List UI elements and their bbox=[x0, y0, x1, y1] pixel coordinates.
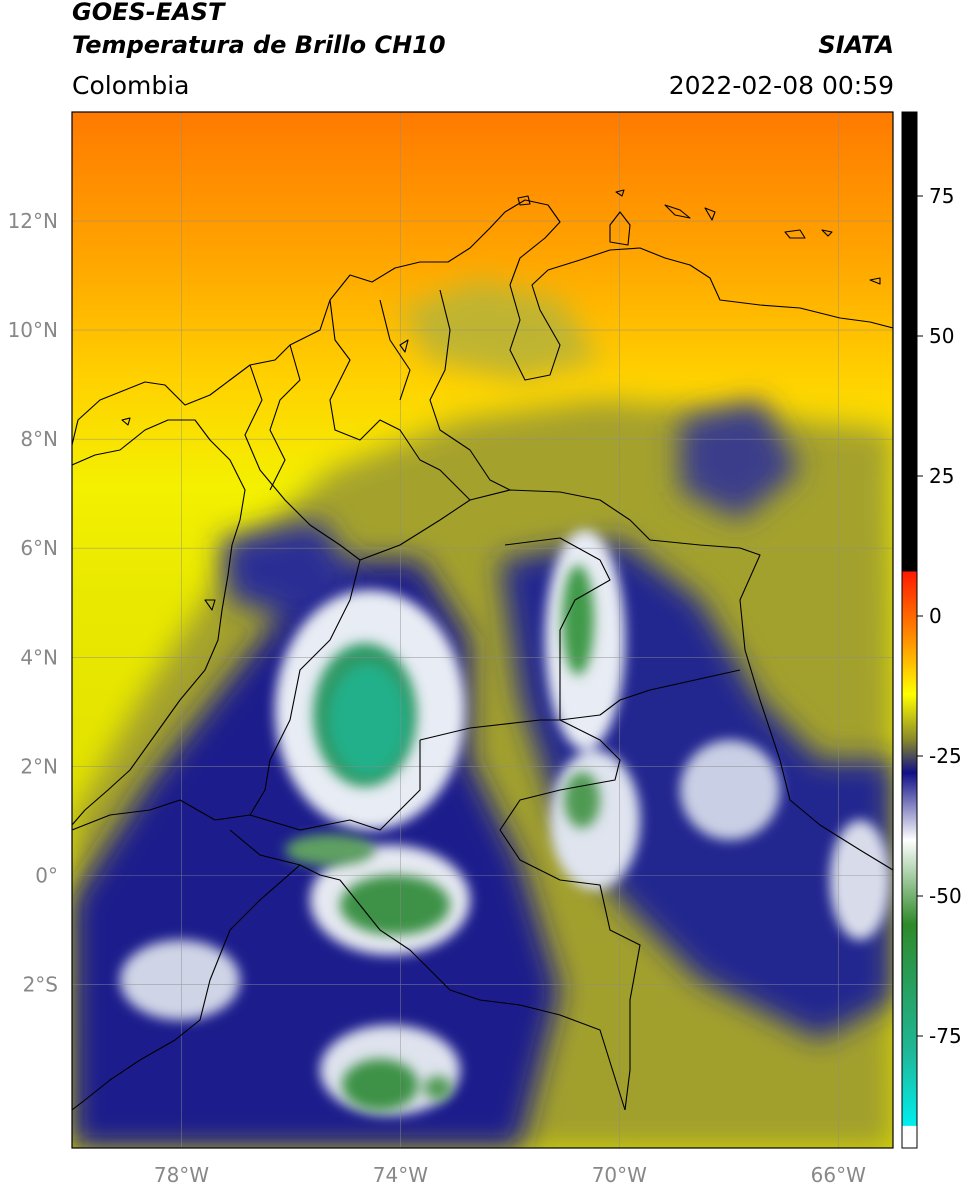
lon-tick-label: 66°W bbox=[811, 1163, 866, 1187]
colorbar-frame bbox=[901, 111, 918, 1149]
colorbar-tick-label: 50 bbox=[929, 324, 954, 348]
region-label: Colombia bbox=[72, 71, 190, 100]
lat-tick-label: 4°N bbox=[20, 645, 58, 669]
lat-tick-label: 6°N bbox=[20, 536, 58, 560]
colorbar-tick-label: -75 bbox=[929, 1024, 962, 1048]
lat-tick-label: 8°N bbox=[20, 427, 58, 451]
colorbar-tick-label: 0 bbox=[929, 604, 942, 628]
colorbar-gradient bbox=[902, 112, 917, 1148]
brightness-temperature-field bbox=[72, 112, 893, 1148]
brand-label: SIATA bbox=[818, 31, 894, 59]
colorbar-tick-label: -50 bbox=[929, 884, 962, 908]
lat-tick-label: 2°N bbox=[20, 754, 58, 778]
colorbar-tick-label: -25 bbox=[929, 744, 962, 768]
timestamp-label: 2022-02-08 00:59 bbox=[668, 71, 894, 100]
lat-tick-label: 2°S bbox=[23, 972, 58, 996]
colorbar: 75 50 25 0 -25 -50 -75 bbox=[901, 111, 962, 1149]
colorbar-tick-label: 75 bbox=[929, 184, 954, 208]
colorbar-tick-label: 25 bbox=[929, 464, 954, 488]
lon-tick-label: 78°W bbox=[154, 1163, 209, 1187]
map-frame bbox=[71, 111, 894, 1149]
longitude-tick-labels: 78°W 74°W 70°W 66°W bbox=[154, 1163, 866, 1187]
lat-tick-label: 12°N bbox=[8, 209, 58, 233]
title-satellite: GOES-EAST bbox=[72, 0, 225, 26]
title-product: Temperatura de Brillo CH10 bbox=[72, 31, 446, 59]
latitude-tick-labels: 12°N 10°N 8°N 6°N 4°N 2°N 0° 2°S bbox=[8, 209, 58, 996]
coastlines-and-borders bbox=[72, 189, 893, 1111]
lat-tick-label: 10°N bbox=[8, 318, 58, 342]
lat-tick-label: 0° bbox=[35, 863, 58, 887]
lon-tick-label: 70°W bbox=[592, 1163, 647, 1187]
lon-tick-label: 74°W bbox=[373, 1163, 428, 1187]
